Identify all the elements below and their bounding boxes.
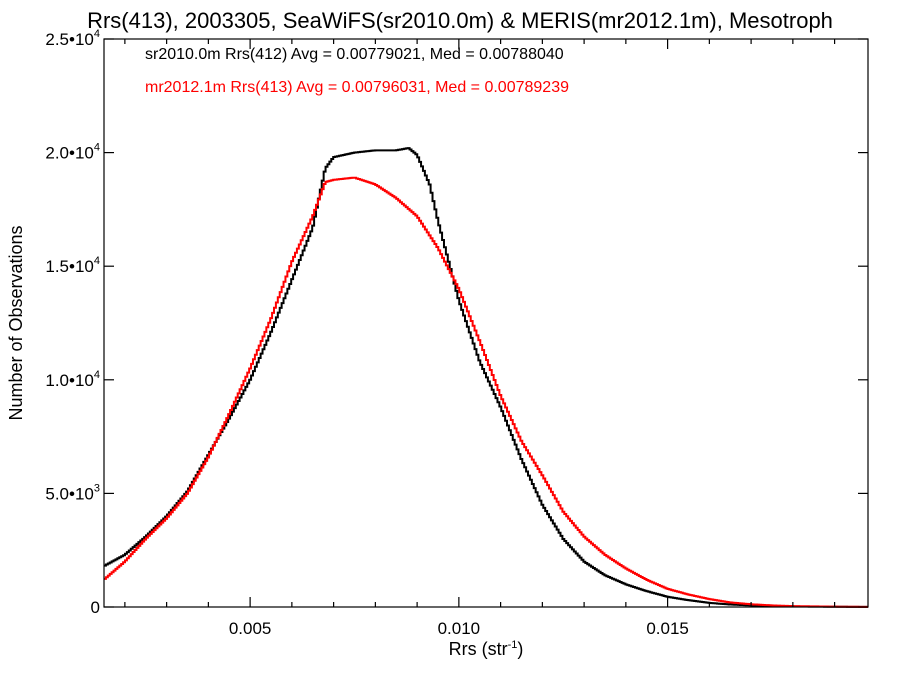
y-tick-label: 1.0•104 — [45, 369, 100, 390]
series-layer — [104, 147, 868, 608]
x-axis-label-close: ) — [517, 639, 523, 659]
y-tick-label: 2.0•104 — [45, 142, 100, 163]
plot-frame — [103, 38, 869, 608]
x-axis-ticks: 0.005 0.010 0.015 — [124, 39, 836, 638]
y-tick-label: 0 — [91, 598, 100, 617]
chart-title: Rrs(413), 2003305, SeaWiFS(sr2010.0m) & … — [87, 8, 833, 33]
legend-entry-meris: mr2012.1m Rrs(413) Avg = 0.00796031, Med… — [145, 79, 569, 96]
y-tick-label: 1.5•104 — [45, 255, 100, 276]
x-axis-label-exponent: -1 — [508, 639, 518, 651]
legend-entry-seawifs: sr2010.0m Rrs(412) Avg = 0.00779021, Med… — [145, 46, 564, 63]
series-line-0 — [104, 147, 868, 608]
x-tick-label: 0.015 — [646, 619, 689, 638]
series-line-1 — [104, 176, 868, 608]
y-tick-label: 5.0•103 — [45, 482, 100, 503]
y-axis-label: Number of Observations — [6, 225, 26, 420]
y-tick-label: 2.5•104 — [45, 28, 100, 49]
x-axis-label-text: Rrs (str — [449, 639, 508, 659]
x-axis-label: Rrs (str-1) — [449, 639, 524, 659]
x-tick-label: 0.010 — [438, 619, 481, 638]
y-axis-ticks: 0 5.0•103 1.0•104 1.5•104 2.0•104 2.5•104 — [45, 28, 868, 617]
x-tick-label: 0.005 — [229, 619, 272, 638]
